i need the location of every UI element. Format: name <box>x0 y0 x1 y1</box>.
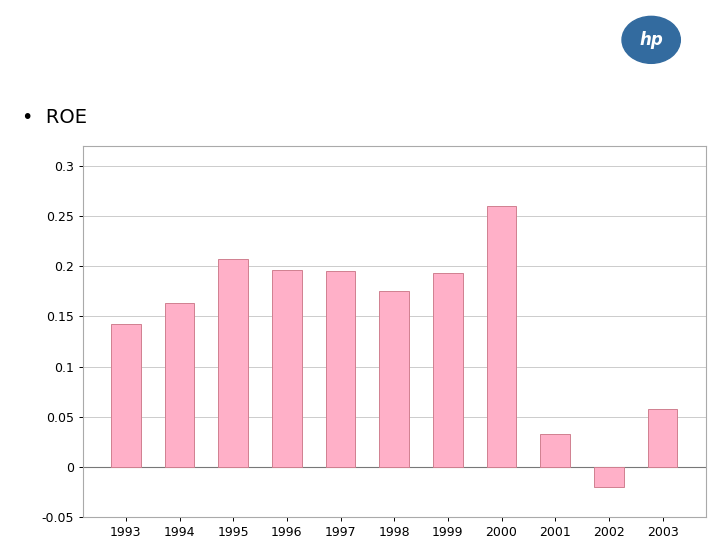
Text: ®: ® <box>686 8 693 14</box>
FancyBboxPatch shape <box>609 9 693 77</box>
Circle shape <box>622 16 680 63</box>
Bar <box>111 323 140 467</box>
Text: i n v e n t: i n v e n t <box>640 75 674 80</box>
Bar <box>379 292 409 467</box>
Bar <box>218 259 248 467</box>
Text: hp: hp <box>639 31 663 49</box>
Bar <box>325 271 355 467</box>
Text: Ratio Analysis: Ratio Analysis <box>22 35 244 63</box>
Bar <box>594 467 624 487</box>
Bar <box>487 206 516 467</box>
Bar <box>165 303 194 467</box>
Bar <box>648 409 678 467</box>
Bar <box>541 434 570 467</box>
Bar <box>433 273 463 467</box>
Bar <box>272 271 302 467</box>
Text: •  ROE: • ROE <box>22 108 86 127</box>
